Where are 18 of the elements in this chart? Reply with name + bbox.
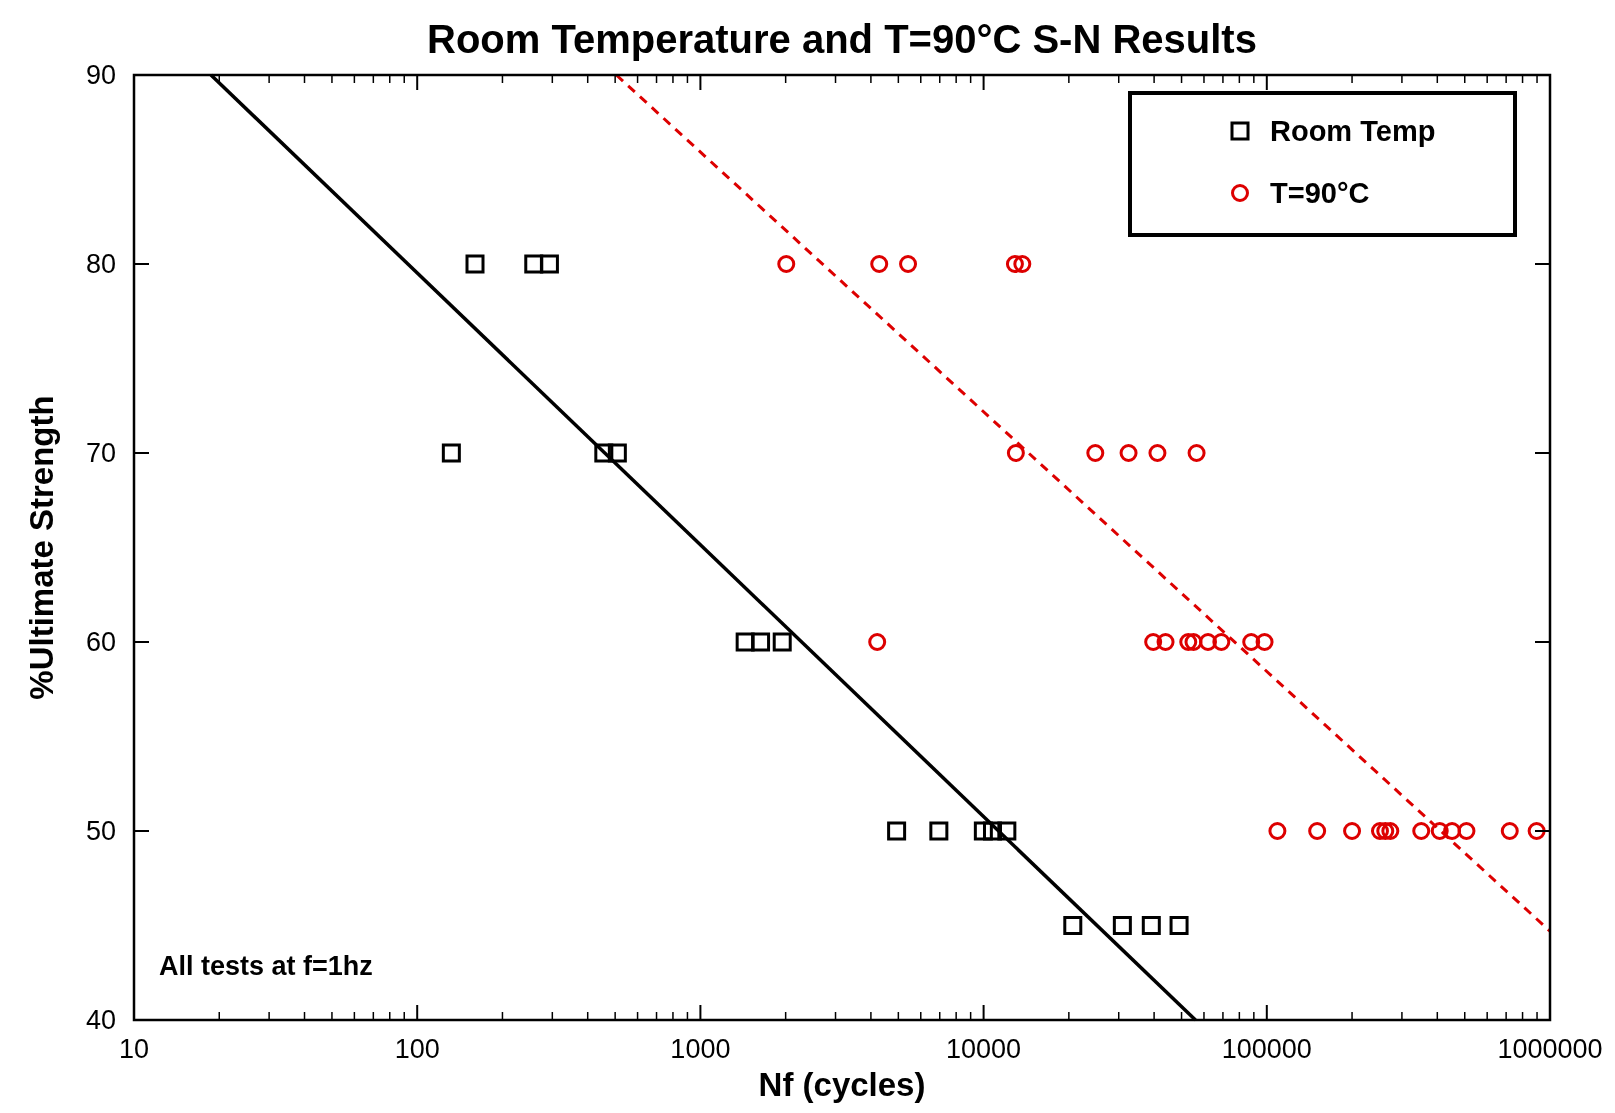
- chart-title: Room Temperature and T=90°C S-N Results: [427, 17, 1257, 61]
- x-tick-label: 10: [118, 1034, 150, 1064]
- y-tick-label: 40: [85, 1005, 116, 1035]
- y-tick-label: 50: [85, 816, 116, 846]
- x-tick-label: 100: [394, 1034, 440, 1064]
- x-axis-title: Nf (cycles): [758, 1066, 926, 1103]
- x-tick-label: 10000: [946, 1034, 1022, 1064]
- x-tick-label: 100000: [1221, 1034, 1312, 1064]
- legend-label: Room Temp: [1270, 115, 1436, 147]
- y-tick-label: 70: [85, 438, 116, 468]
- y-tick-label: 80: [85, 249, 116, 279]
- y-tick-label: 90: [85, 60, 116, 90]
- x-tick-label: 1000000: [1497, 1034, 1603, 1064]
- annotation: All tests at f=1hz: [159, 951, 373, 981]
- x-tick-label: 1000: [670, 1034, 731, 1064]
- y-tick-label: 60: [85, 627, 116, 657]
- y-axis-title: %Ultimate Strength: [23, 395, 60, 700]
- legend-label: T=90°C: [1270, 177, 1370, 209]
